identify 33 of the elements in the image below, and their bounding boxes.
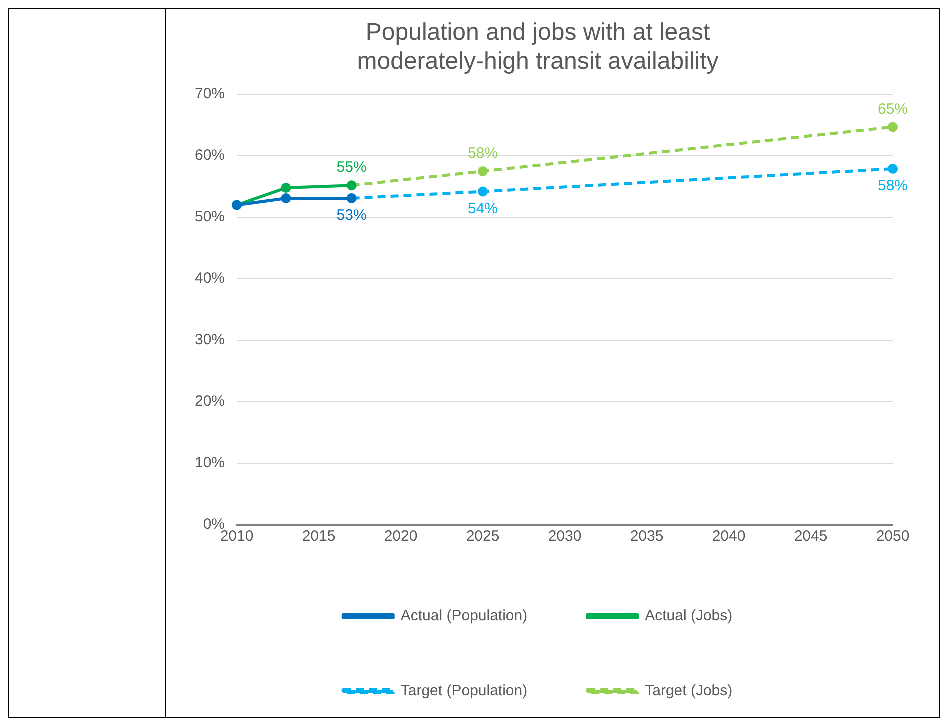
- data-label: 54%: [468, 200, 498, 218]
- y-tick-label: 50%: [194, 208, 226, 226]
- point: [281, 183, 292, 194]
- legend-label: Target (Jobs): [645, 682, 733, 700]
- legend-label: Actual (Population): [400, 608, 528, 625]
- x-tick-label: 2040: [712, 528, 746, 546]
- data-label: 55%: [336, 159, 367, 176]
- x-tick-label: 2015: [302, 528, 336, 546]
- x-tick-label: 2010: [220, 528, 254, 546]
- point: [888, 122, 898, 132]
- y-tick-label: 20%: [194, 393, 226, 410]
- legend-label: Actual (Jobs): [645, 608, 733, 625]
- y-tick-label: 60%: [194, 147, 226, 164]
- point: [888, 164, 898, 174]
- data-label: 58%: [878, 178, 908, 195]
- x-tick-label: 2045: [794, 528, 828, 546]
- point: [281, 194, 292, 204]
- y-tick-label: 30%: [194, 332, 226, 349]
- x-tick-label: 2035: [630, 528, 664, 546]
- y-tick-label: 10%: [194, 454, 226, 472]
- x-tick-label: 2020: [384, 528, 418, 546]
- point: [478, 166, 488, 176]
- chart-title: Population and jobs with at least moderately-high transit availability: [357, 19, 719, 75]
- y-tick-label: 40%: [194, 270, 226, 288]
- data-label: 58%: [468, 145, 498, 162]
- y-tick-label: 70%: [194, 86, 226, 103]
- x-tick-label: 2025: [466, 528, 500, 546]
- data-label: 53%: [336, 207, 367, 224]
- data-label: 65%: [878, 100, 908, 118]
- point: [478, 186, 488, 197]
- legend-label: Target (Population): [400, 682, 528, 700]
- x-tick-label: 2050: [876, 528, 910, 546]
- x-tick-label: 2030: [548, 528, 582, 546]
